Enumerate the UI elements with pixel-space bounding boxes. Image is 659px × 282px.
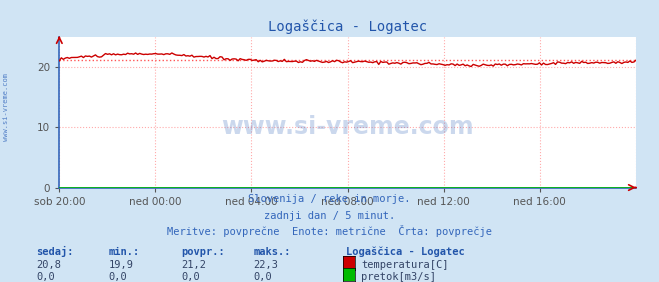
Text: 21,2: 21,2	[181, 261, 206, 270]
Title: Logaščica - Logatec: Logaščica - Logatec	[268, 20, 427, 34]
Text: povpr.:: povpr.:	[181, 247, 225, 257]
Text: Logaščica - Logatec: Logaščica - Logatec	[346, 247, 465, 257]
Text: Meritve: povprečne  Enote: metrične  Črta: povprečje: Meritve: povprečne Enote: metrične Črta:…	[167, 226, 492, 237]
Text: sedaj:: sedaj:	[36, 246, 74, 257]
Text: 0,0: 0,0	[254, 272, 272, 282]
Text: temperatura[C]: temperatura[C]	[361, 261, 449, 270]
Text: 0,0: 0,0	[109, 272, 127, 282]
Text: 20,8: 20,8	[36, 261, 61, 270]
Text: pretok[m3/s]: pretok[m3/s]	[361, 272, 436, 282]
Text: 0,0: 0,0	[36, 272, 55, 282]
Text: 19,9: 19,9	[109, 261, 134, 270]
Text: 0,0: 0,0	[181, 272, 200, 282]
Text: www.si-vreme.com: www.si-vreme.com	[221, 115, 474, 139]
Text: zadnji dan / 5 minut.: zadnji dan / 5 minut.	[264, 211, 395, 221]
Text: Slovenija / reke in morje.: Slovenija / reke in morje.	[248, 194, 411, 204]
Text: www.si-vreme.com: www.si-vreme.com	[3, 73, 9, 141]
Text: maks.:: maks.:	[254, 247, 291, 257]
Text: min.:: min.:	[109, 247, 140, 257]
Text: 22,3: 22,3	[254, 261, 279, 270]
